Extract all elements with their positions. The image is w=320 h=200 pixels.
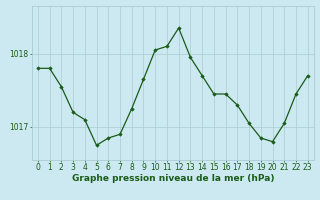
X-axis label: Graphe pression niveau de la mer (hPa): Graphe pression niveau de la mer (hPa) [72, 174, 274, 183]
